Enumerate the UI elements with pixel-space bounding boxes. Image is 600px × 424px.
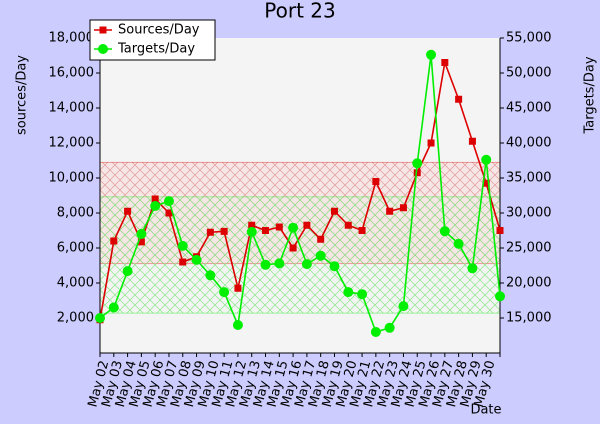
point — [288, 222, 299, 233]
legend-marker — [98, 44, 108, 54]
point — [220, 227, 228, 235]
point — [344, 221, 352, 229]
point — [496, 227, 504, 234]
point — [206, 228, 214, 236]
legend-marker — [99, 26, 107, 34]
point — [330, 207, 338, 215]
point — [453, 238, 464, 249]
point — [122, 266, 133, 277]
y2-tick-label: 20,000 — [506, 276, 552, 291]
point — [165, 209, 173, 217]
point — [412, 158, 423, 169]
point — [262, 227, 270, 234]
y2-tick-label: 40,000 — [506, 136, 552, 151]
y-axis-label: sources/Day — [15, 55, 30, 135]
point — [399, 204, 407, 212]
point — [372, 178, 380, 185]
point — [234, 284, 242, 292]
point — [289, 244, 297, 252]
point — [455, 95, 463, 103]
y2-tick-label: 45,000 — [506, 101, 552, 116]
y-tick-label: 2,000 — [57, 311, 94, 326]
point — [177, 240, 188, 251]
point — [481, 154, 492, 165]
y2-tick-label: 30,000 — [506, 206, 552, 221]
point — [108, 302, 119, 313]
point — [370, 327, 381, 337]
y-tick-label: 12,000 — [49, 136, 95, 151]
point — [317, 235, 325, 243]
point — [495, 291, 505, 302]
point — [343, 287, 354, 298]
point — [357, 289, 368, 300]
y2-tick-label: 50,000 — [506, 66, 552, 81]
y-tick-label: 10,000 — [49, 171, 95, 186]
point — [329, 261, 340, 272]
point — [384, 322, 395, 333]
point — [426, 49, 437, 60]
y2-tick-label: 15,000 — [506, 311, 552, 326]
point — [246, 226, 257, 237]
point — [205, 270, 216, 281]
point — [482, 179, 490, 187]
point — [179, 258, 187, 266]
point — [301, 259, 312, 270]
point — [137, 238, 145, 246]
point — [274, 258, 285, 269]
point — [467, 263, 478, 274]
point — [386, 207, 394, 215]
point — [150, 201, 161, 211]
legend-label: Targets/Day — [117, 42, 195, 57]
y2-tick-label: 55,000 — [506, 31, 552, 46]
point — [315, 250, 326, 261]
point — [191, 254, 202, 265]
point — [248, 221, 256, 229]
y-tick-label: 6,000 — [57, 241, 94, 256]
y-tick-label: 16,000 — [49, 66, 95, 81]
point — [163, 196, 174, 207]
point — [439, 226, 450, 237]
y2-tick-label: 35,000 — [506, 171, 552, 186]
x-axis-label: Date — [470, 403, 501, 418]
point — [303, 221, 311, 229]
point — [219, 287, 230, 298]
point — [441, 59, 449, 66]
point — [124, 207, 132, 215]
legend-label: Sources/Day — [118, 23, 200, 38]
point — [260, 259, 271, 270]
point — [398, 301, 409, 312]
point — [151, 195, 159, 203]
point — [275, 223, 283, 231]
point — [136, 229, 147, 239]
point — [413, 169, 421, 177]
y-tick-label: 14,000 — [49, 101, 95, 116]
point — [468, 137, 476, 145]
point — [95, 313, 105, 323]
y2-axis-label: Targets/Day — [583, 56, 598, 134]
y2-tick-label: 25,000 — [506, 241, 552, 256]
point — [358, 227, 366, 234]
band — [99, 196, 501, 314]
legend-box — [89, 19, 216, 61]
chart-title: Port 23 — [264, 0, 335, 23]
point — [232, 320, 243, 330]
y-tick-label: 18,000 — [49, 31, 95, 46]
point — [110, 237, 118, 245]
y-tick-label: 4,000 — [57, 276, 94, 291]
point — [427, 139, 435, 147]
y-tick-label: 8,000 — [57, 206, 94, 221]
